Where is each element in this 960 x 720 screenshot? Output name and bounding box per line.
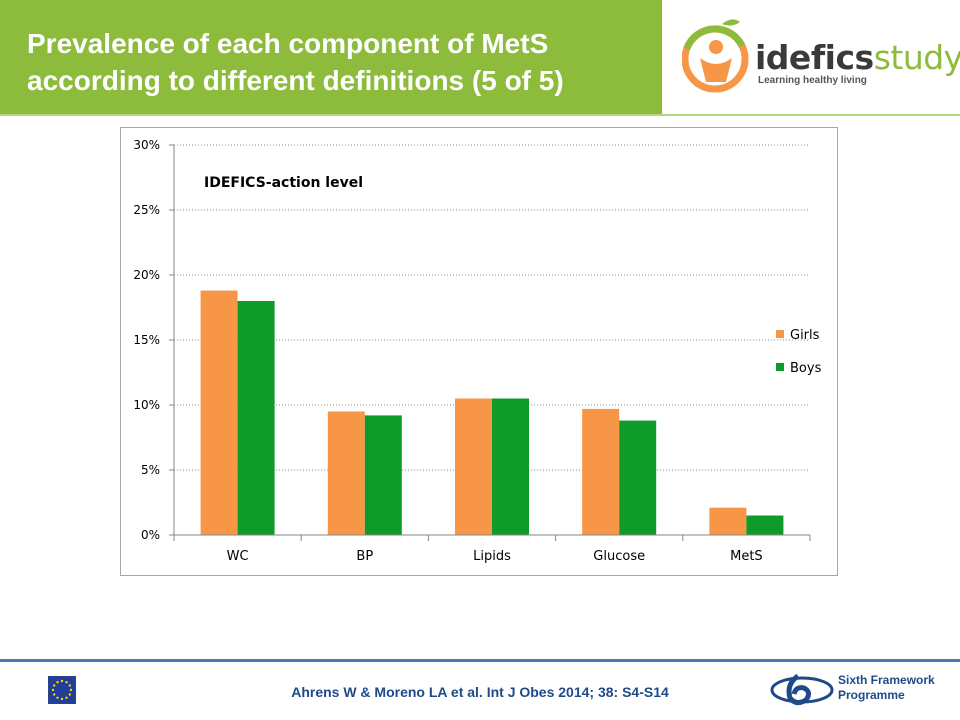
citation: Ahrens W & Moreno LA et al. Int J Obes 2…	[291, 684, 669, 700]
fp6-line1: Sixth Framework	[838, 673, 935, 687]
bar-boys-glucose	[619, 420, 657, 535]
x-tick-label: MetS	[730, 549, 763, 564]
idefics-logo-icon	[682, 19, 749, 93]
y-tick-label: 0%	[141, 528, 160, 542]
x-tick-label: BP	[356, 549, 373, 564]
slide-title: Prevalence of each component of MetS acc…	[27, 25, 657, 99]
bar-boys-mets	[746, 515, 784, 535]
bar-girls-mets	[709, 507, 747, 535]
bar-boys-bp	[364, 415, 402, 535]
slide-title-line2: according to different definitions (5 of…	[27, 65, 564, 96]
axis-layer: 0% 5% 10% 15% 20% 25% 30% WC BP Lipids Glucose MetS	[133, 138, 811, 564]
y-tick-label: 5%	[141, 463, 160, 477]
logo-tagline: Learning healthy living	[758, 75, 867, 86]
bar-girls-bp	[327, 411, 365, 535]
legend-label-girls: Girls	[790, 328, 820, 343]
slide-title-line1: Prevalence of each component of MetS	[27, 28, 549, 59]
bar-layer	[200, 290, 784, 535]
y-tick-label: 25%	[133, 203, 160, 217]
logo-wordmark: ideficsstudy	[755, 38, 960, 77]
footer-rule	[0, 659, 960, 662]
x-tick-label: Lipids	[473, 549, 511, 564]
y-tick-label: 15%	[133, 333, 160, 347]
logo-word-bold: idefics	[755, 38, 874, 77]
legend-swatch-boys	[776, 363, 784, 371]
y-tick-label: 20%	[133, 268, 160, 282]
y-tick-label: 30%	[133, 138, 160, 152]
chart-svg: 0% 5% 10% 15% 20% 25% 30% WC BP Lipids Glucose MetS…	[120, 127, 838, 576]
chart-annotation: IDEFICS-action level	[204, 175, 363, 191]
bar-boys-lipids	[492, 398, 529, 535]
header-band	[0, 0, 662, 114]
header-rule	[0, 114, 960, 116]
legend-swatch-girls	[776, 330, 784, 338]
fp6-logo-icon	[770, 673, 834, 706]
legend: Girls Boys	[776, 328, 822, 376]
logo-area	[662, 0, 960, 114]
bar-girls-lipids	[455, 398, 492, 535]
x-tick-label: WC	[227, 549, 249, 564]
legend-label-boys: Boys	[790, 361, 822, 376]
bar-boys-wc	[237, 301, 275, 535]
eu-flag-icon	[48, 676, 76, 704]
logo-word-light: study	[873, 38, 960, 77]
fp6-label: Sixth Framework Programme	[838, 673, 935, 703]
x-tick-label: Glucose	[593, 549, 645, 564]
bar-girls-glucose	[582, 408, 620, 535]
bar-girls-wc	[200, 290, 238, 535]
chart: 0% 5% 10% 15% 20% 25% 30% WC BP Lipids Glucose MetS…	[120, 127, 838, 576]
fp6-line2: Programme	[838, 688, 905, 702]
y-tick-label: 10%	[133, 398, 160, 412]
